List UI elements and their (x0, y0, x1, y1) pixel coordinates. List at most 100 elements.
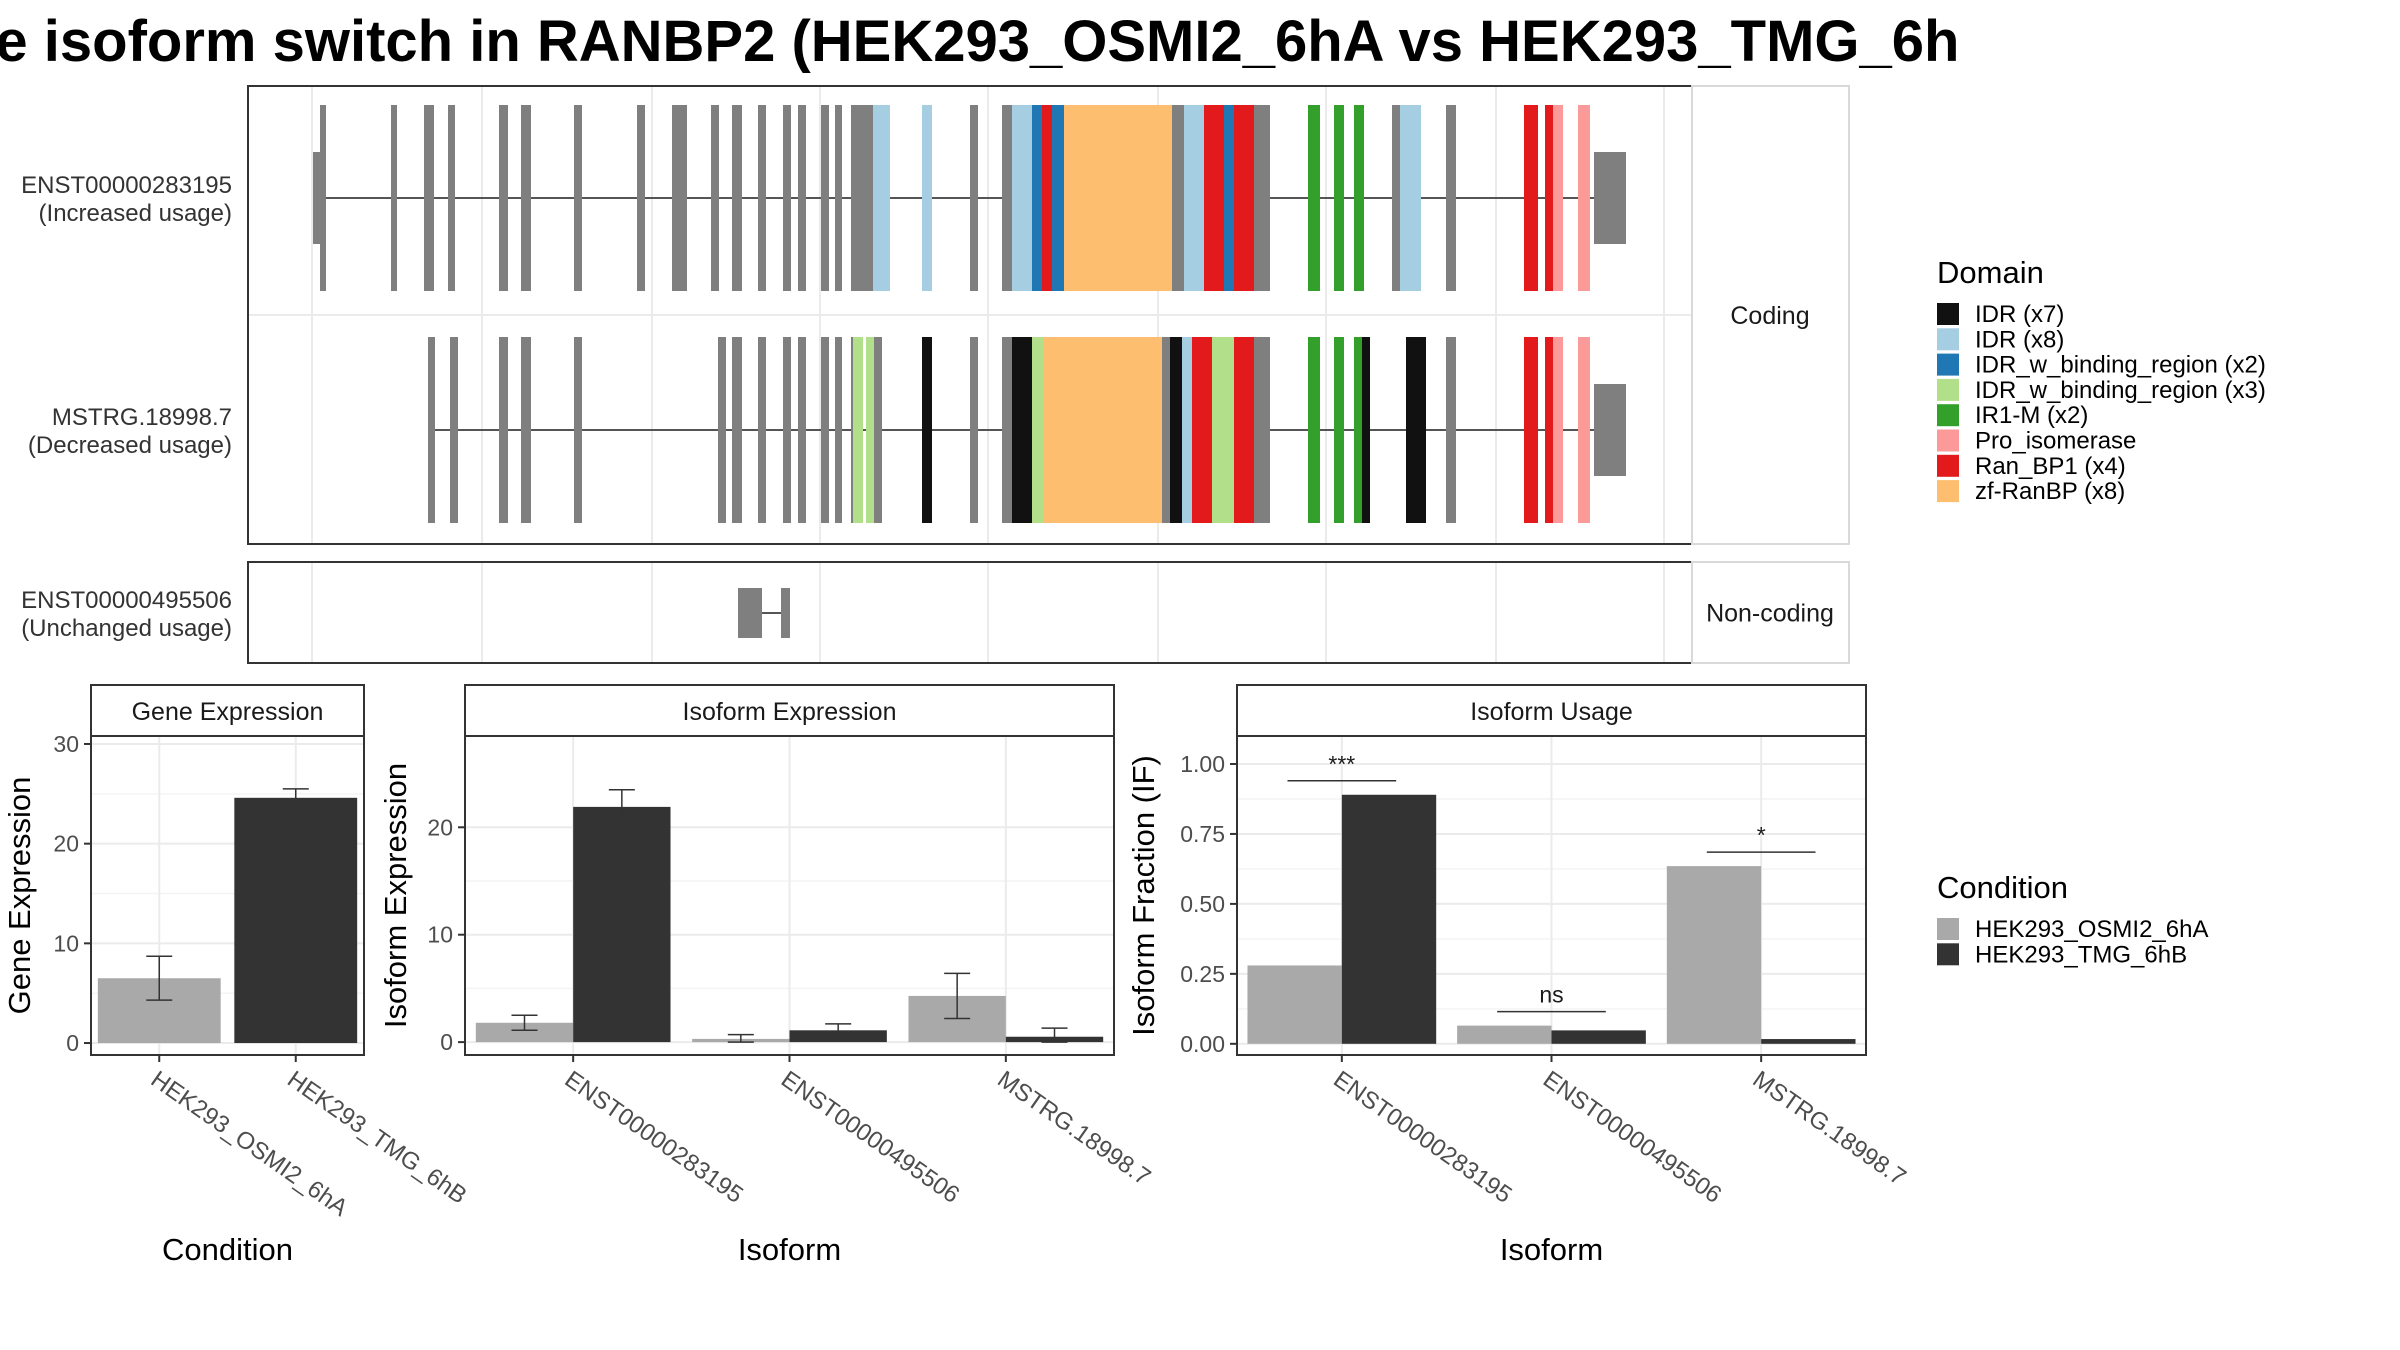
transcript-mstrg-18998-7-exon (1012, 337, 1022, 523)
gene-expression-ylabel: Gene Expression (2, 777, 37, 1015)
transcript-enst00000283195-exon (883, 105, 890, 291)
transcript-enst00000283195-exon (732, 105, 742, 291)
transcript-mstrg-18998-7-exon (1446, 337, 1456, 523)
transcript-mstrg-18998-7-exon (798, 337, 806, 523)
transcript-enst00000283195-exon (1400, 105, 1412, 291)
transcript-enst00000495506-usage-label: (Unchanged usage) (21, 615, 232, 642)
transcript-mstrg-18998-7-exon (1104, 337, 1114, 523)
transcript-mstrg-18998-7-exon (1162, 337, 1170, 523)
domain-legend-label: IDR (x7) (1975, 301, 2064, 328)
transcript-enst00000283195-exon (1214, 105, 1224, 291)
domain-legend-label: Pro_isomerase (1975, 428, 2136, 455)
transcript-enst00000283195-exon (835, 105, 842, 291)
transcript-mstrg-18998-7-exon (821, 337, 829, 523)
transcript-enst00000283195-exon (1032, 105, 1042, 291)
transcript-mstrg-18998-7-exon (1524, 337, 1538, 523)
isoform-usage-strip (1236, 684, 1867, 737)
transcript-mstrg-18998-7-exon (1354, 337, 1364, 523)
isoform-usage-xtick-label: MSTRG.18998.7 (1748, 1066, 1911, 1191)
transcript-mstrg-18998-7-label: MSTRG.18998.7 (52, 404, 232, 431)
transcript-enst00000283195-exon (1184, 105, 1194, 291)
condition-legend-key (1937, 918, 1959, 940)
transcript-enst00000283195-exon (1334, 105, 1344, 291)
domain-legend-label: IDR_w_binding_region (x2) (1975, 352, 2266, 379)
domain-legend-key (1937, 429, 1959, 452)
transcript-enst00000283195-exon (1578, 105, 1590, 291)
domain-legend-title: Domain (1937, 255, 2044, 290)
transcript-enst00000283195-exon (1144, 105, 1154, 291)
domain-legend-label: IR1-M (x2) (1975, 402, 2088, 429)
transcript-mstrg-18998-7-exon (866, 337, 874, 523)
significance-label: * (1757, 822, 1766, 848)
transcript-mstrg-18998-7-exon (835, 337, 842, 523)
isoform-usage-ytick-label: 0.25 (1180, 961, 1225, 987)
condition-legend-label: HEK293_TMG_6hB (1975, 941, 2187, 968)
isoform-usage-ytick-label: 0.50 (1180, 891, 1225, 917)
isoform-expression-bar (573, 806, 671, 1043)
transcript-mstrg-18998-7-exon (1545, 337, 1553, 523)
transcript-enst00000283195-exon (1545, 105, 1553, 291)
transcript-mstrg-18998-7-exon (450, 337, 458, 523)
transcript-enst00000283195-exon (1124, 105, 1134, 291)
transcript-mstrg-18998-7-exon (783, 337, 791, 523)
condition-legend-title: Condition (1937, 870, 2068, 905)
figure-title: ne isoform switch in RANBP2 (HEK293_OSMI… (0, 9, 1960, 74)
transcript-mstrg-18998-7-exon (1002, 337, 1012, 523)
transcript-mstrg-18998-7-exon (1234, 337, 1244, 523)
transcript-mstrg-18998-7-exon (1064, 337, 1074, 523)
isoform-usage-bar (1761, 1039, 1856, 1044)
transcript-enst00000283195-exon (1354, 105, 1364, 291)
transcript-mstrg-18998-7-exon (1144, 337, 1154, 523)
transcript-mstrg-18998-7-exon (428, 337, 435, 523)
isoform-expression-strip (464, 684, 1115, 737)
transcript-mstrg-18998-7-exon (1244, 337, 1254, 523)
transcript-enst00000283195-usage-label: (Increased usage) (39, 200, 232, 227)
coding-strip (1691, 85, 1850, 545)
isoform-usage-bar (1341, 794, 1437, 1044)
transcript-mstrg-18998-7-exon (1254, 337, 1270, 523)
isoform-usage-ytick-label: 1.00 (1180, 751, 1225, 777)
isoform-expression-strip-label: Isoform Expression (683, 698, 897, 726)
transcript-mstrg-18998-7-exon (1170, 337, 1182, 523)
transcript-mstrg-18998-7-exon (1334, 337, 1344, 523)
transcript-enst00000283195-exon (1012, 105, 1020, 291)
transcript-mstrg-18998-7-exon (1212, 337, 1222, 523)
transcript-enst00000283195-exon (1392, 105, 1402, 291)
transcript-enst00000283195-exon (521, 105, 531, 291)
transcript-mstrg-18998-7-exon (1553, 337, 1563, 523)
transcript-mstrg-18998-7-exon (1022, 337, 1032, 523)
transcript-enst00000283195-exon (1234, 105, 1244, 291)
transcript-enst00000283195-exon (1134, 105, 1144, 291)
transcript-enst00000283195-exon (313, 152, 321, 244)
transcript-enst00000283195-exon (391, 105, 397, 291)
transcript-mstrg-18998-7-exon (922, 337, 932, 523)
domain-legend-label: zf-RanBP (x8) (1975, 478, 2125, 505)
transcript-mstrg-18998-7-exon (970, 337, 978, 523)
transcript-mstrg-18998-7-exon (1114, 337, 1124, 523)
isoform-expression-xtick-label: ENST00000495506 (776, 1066, 964, 1209)
transcript-enst00000283195-exon (1052, 105, 1064, 291)
transcript-mstrg-18998-7-exon (1084, 337, 1094, 523)
transcript-enst00000283195-exon (320, 105, 326, 291)
transcript-mstrg-18998-7-exon (1202, 337, 1212, 523)
transcript-enst00000495506-label: ENST00000495506 (21, 587, 232, 614)
transcript-enst00000283195-exon (851, 105, 861, 291)
domain-legend-key (1937, 404, 1959, 427)
transcript-enst00000283195-exon (1244, 105, 1254, 291)
transcript-enst00000283195-exon (821, 105, 829, 291)
transcript-enst00000283195-exon (1204, 105, 1214, 291)
condition-legend-label: HEK293_OSMI2_6hA (1975, 916, 2208, 943)
transcript-enst00000283195-exon (1446, 105, 1456, 291)
domain-legend-key (1937, 480, 1959, 503)
gene-expression-strip (90, 684, 365, 737)
isoform-usage-bar (1457, 1025, 1552, 1044)
transcript-mstrg-18998-7-exon (1222, 337, 1234, 523)
transcript-mstrg-18998-7-exon (1308, 337, 1320, 523)
isoform-usage-xtick-label: ENST00000495506 (1538, 1066, 1726, 1209)
isoform-expression-bar (475, 1022, 574, 1043)
transcript-enst00000283195-exon (1524, 105, 1538, 291)
transcript-enst00000283195-label: ENST00000283195 (21, 172, 232, 199)
transcript-mstrg-18998-7-exon (1416, 337, 1426, 523)
isoform-usage-strip-label: Isoform Usage (1470, 698, 1633, 726)
